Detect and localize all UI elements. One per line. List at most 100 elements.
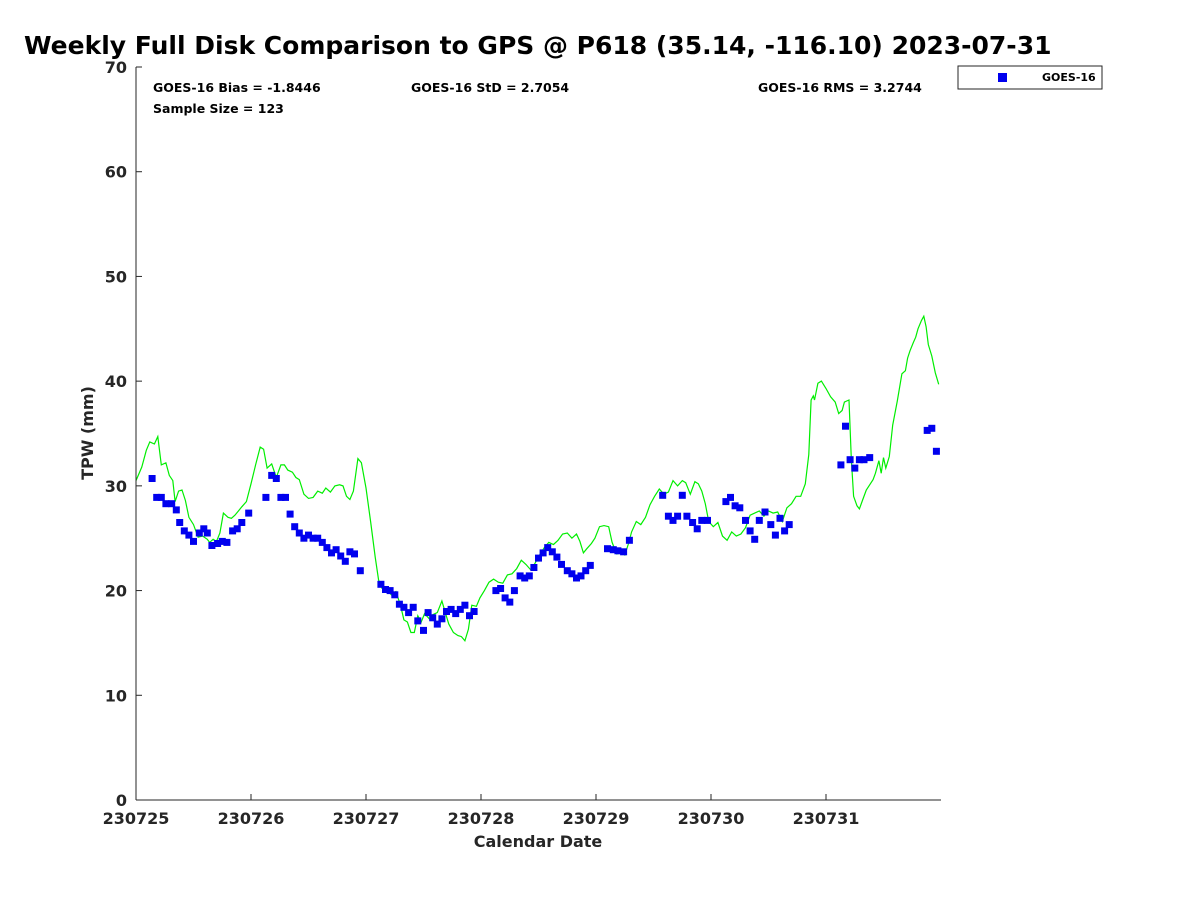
goes-16-point xyxy=(492,587,500,595)
goes-16-point xyxy=(200,525,208,533)
y-tick-label: 70 xyxy=(105,58,127,77)
goes-16-point xyxy=(414,617,422,625)
goes-16-point xyxy=(544,544,552,552)
goes-16-point xyxy=(245,509,253,517)
goes-16-point xyxy=(742,516,749,524)
goes-16-point xyxy=(664,512,672,520)
y-axis-ticks: 0 10 20 30 40 50 60 70 xyxy=(105,58,142,810)
y-tick-label: 40 xyxy=(105,372,127,391)
goes-16-point xyxy=(229,527,237,535)
goes-16-point xyxy=(620,548,628,556)
goes-16-point xyxy=(604,545,611,553)
goes-16-point xyxy=(521,574,529,582)
goes-16-point xyxy=(295,529,303,537)
x-tick-label: 230729 xyxy=(563,809,630,828)
goes-16-point xyxy=(855,456,863,464)
goes-16-point xyxy=(548,548,556,556)
goes-16-point xyxy=(208,542,216,549)
x-tick-label: 230730 xyxy=(678,809,745,828)
goes-16-point xyxy=(837,461,845,469)
chart-title: Weekly Full Disk Comparison to GPS @ P61… xyxy=(24,31,1052,60)
goes-16-point xyxy=(268,471,276,479)
goes-16-point xyxy=(305,531,312,539)
goes-16-point xyxy=(447,605,455,613)
goes-16-point xyxy=(162,500,170,508)
goes-16-point xyxy=(409,603,417,611)
goes-16-point xyxy=(203,529,211,537)
goes-16-point xyxy=(318,538,326,546)
goes-16-point xyxy=(577,572,585,580)
goes-16-point xyxy=(176,519,184,526)
y-tick-label: 50 xyxy=(105,267,127,286)
goes-16-point xyxy=(214,540,222,547)
goes-16-point xyxy=(351,550,358,558)
goes-16-point xyxy=(185,531,193,539)
goes-16-point xyxy=(195,529,203,537)
goes-16-point xyxy=(609,546,617,554)
goes-16-point xyxy=(866,454,874,462)
goes-16-point xyxy=(722,498,730,506)
goes-16-point xyxy=(391,591,399,599)
goes-16-point xyxy=(272,475,280,482)
goes-16-point xyxy=(238,519,246,526)
x-tick-label: 230731 xyxy=(793,809,860,828)
y-axis-label: TPW (mm) xyxy=(78,386,97,480)
goes-16-point xyxy=(332,546,340,554)
goes-16-point xyxy=(860,456,868,464)
goes-16-point xyxy=(172,506,180,514)
goes-16-point xyxy=(846,456,854,464)
goes-16-point xyxy=(456,605,464,613)
goes-16-point xyxy=(262,493,270,501)
goes-16-point xyxy=(461,601,469,609)
goes-16-point xyxy=(669,516,677,524)
goes-16-point xyxy=(400,603,408,611)
goes-16-point xyxy=(516,572,524,580)
goes-16-point xyxy=(341,557,349,565)
goes-16-point xyxy=(785,521,793,529)
goes-16-point xyxy=(168,500,176,508)
y-tick-label: 30 xyxy=(105,477,127,496)
rms-stat: GOES-16 RMS = 3.2744 xyxy=(758,80,922,95)
y-tick-label: 0 xyxy=(116,791,127,810)
goes-16-point xyxy=(704,516,711,524)
goes-16-point xyxy=(614,547,622,555)
goes-16-point xyxy=(424,609,432,617)
goes-16-point xyxy=(568,570,576,578)
goes-16-point xyxy=(223,538,231,546)
goes-16-point xyxy=(625,536,633,544)
goes-16-point xyxy=(761,508,769,516)
goes-16-point xyxy=(291,523,299,531)
goes-16-point xyxy=(286,510,294,518)
goes-16-point xyxy=(153,493,161,501)
bias-stat: GOES-16 Bias = -1.8446 xyxy=(153,80,321,95)
goes-16-point xyxy=(698,516,706,524)
goes-16-point xyxy=(438,615,446,623)
goes-16-point xyxy=(755,516,763,524)
legend-marker-goes-16 xyxy=(998,73,1007,82)
goes-16-point xyxy=(693,525,701,533)
goes-16-point xyxy=(923,426,931,434)
goes-16-point xyxy=(466,612,473,620)
goes-16-point xyxy=(928,424,936,432)
goes-16-point xyxy=(851,464,859,472)
sample-size-stat: Sample Size = 123 xyxy=(153,101,284,116)
goes-16-point xyxy=(337,552,345,560)
goes-16-point xyxy=(433,620,441,628)
goes-16-point xyxy=(751,535,759,543)
goes-16-point xyxy=(452,610,460,618)
y-tick-label: 10 xyxy=(105,686,127,705)
goes-16-point xyxy=(314,534,322,542)
x-tick-label: 230725 xyxy=(103,809,170,828)
goes-16-point xyxy=(689,519,697,526)
goes-16-series-layer xyxy=(148,422,940,634)
goes-16-point xyxy=(525,572,533,580)
goes-16-point xyxy=(328,549,335,557)
goes-16-point xyxy=(731,502,739,510)
goes-16-point xyxy=(346,548,354,556)
goes-16-point xyxy=(470,608,478,615)
plot-area xyxy=(136,67,941,800)
goes-16-point xyxy=(356,567,364,575)
gps-series-layer xyxy=(135,314,940,643)
goes-16-point xyxy=(377,580,385,588)
goes-16-point xyxy=(563,567,571,575)
